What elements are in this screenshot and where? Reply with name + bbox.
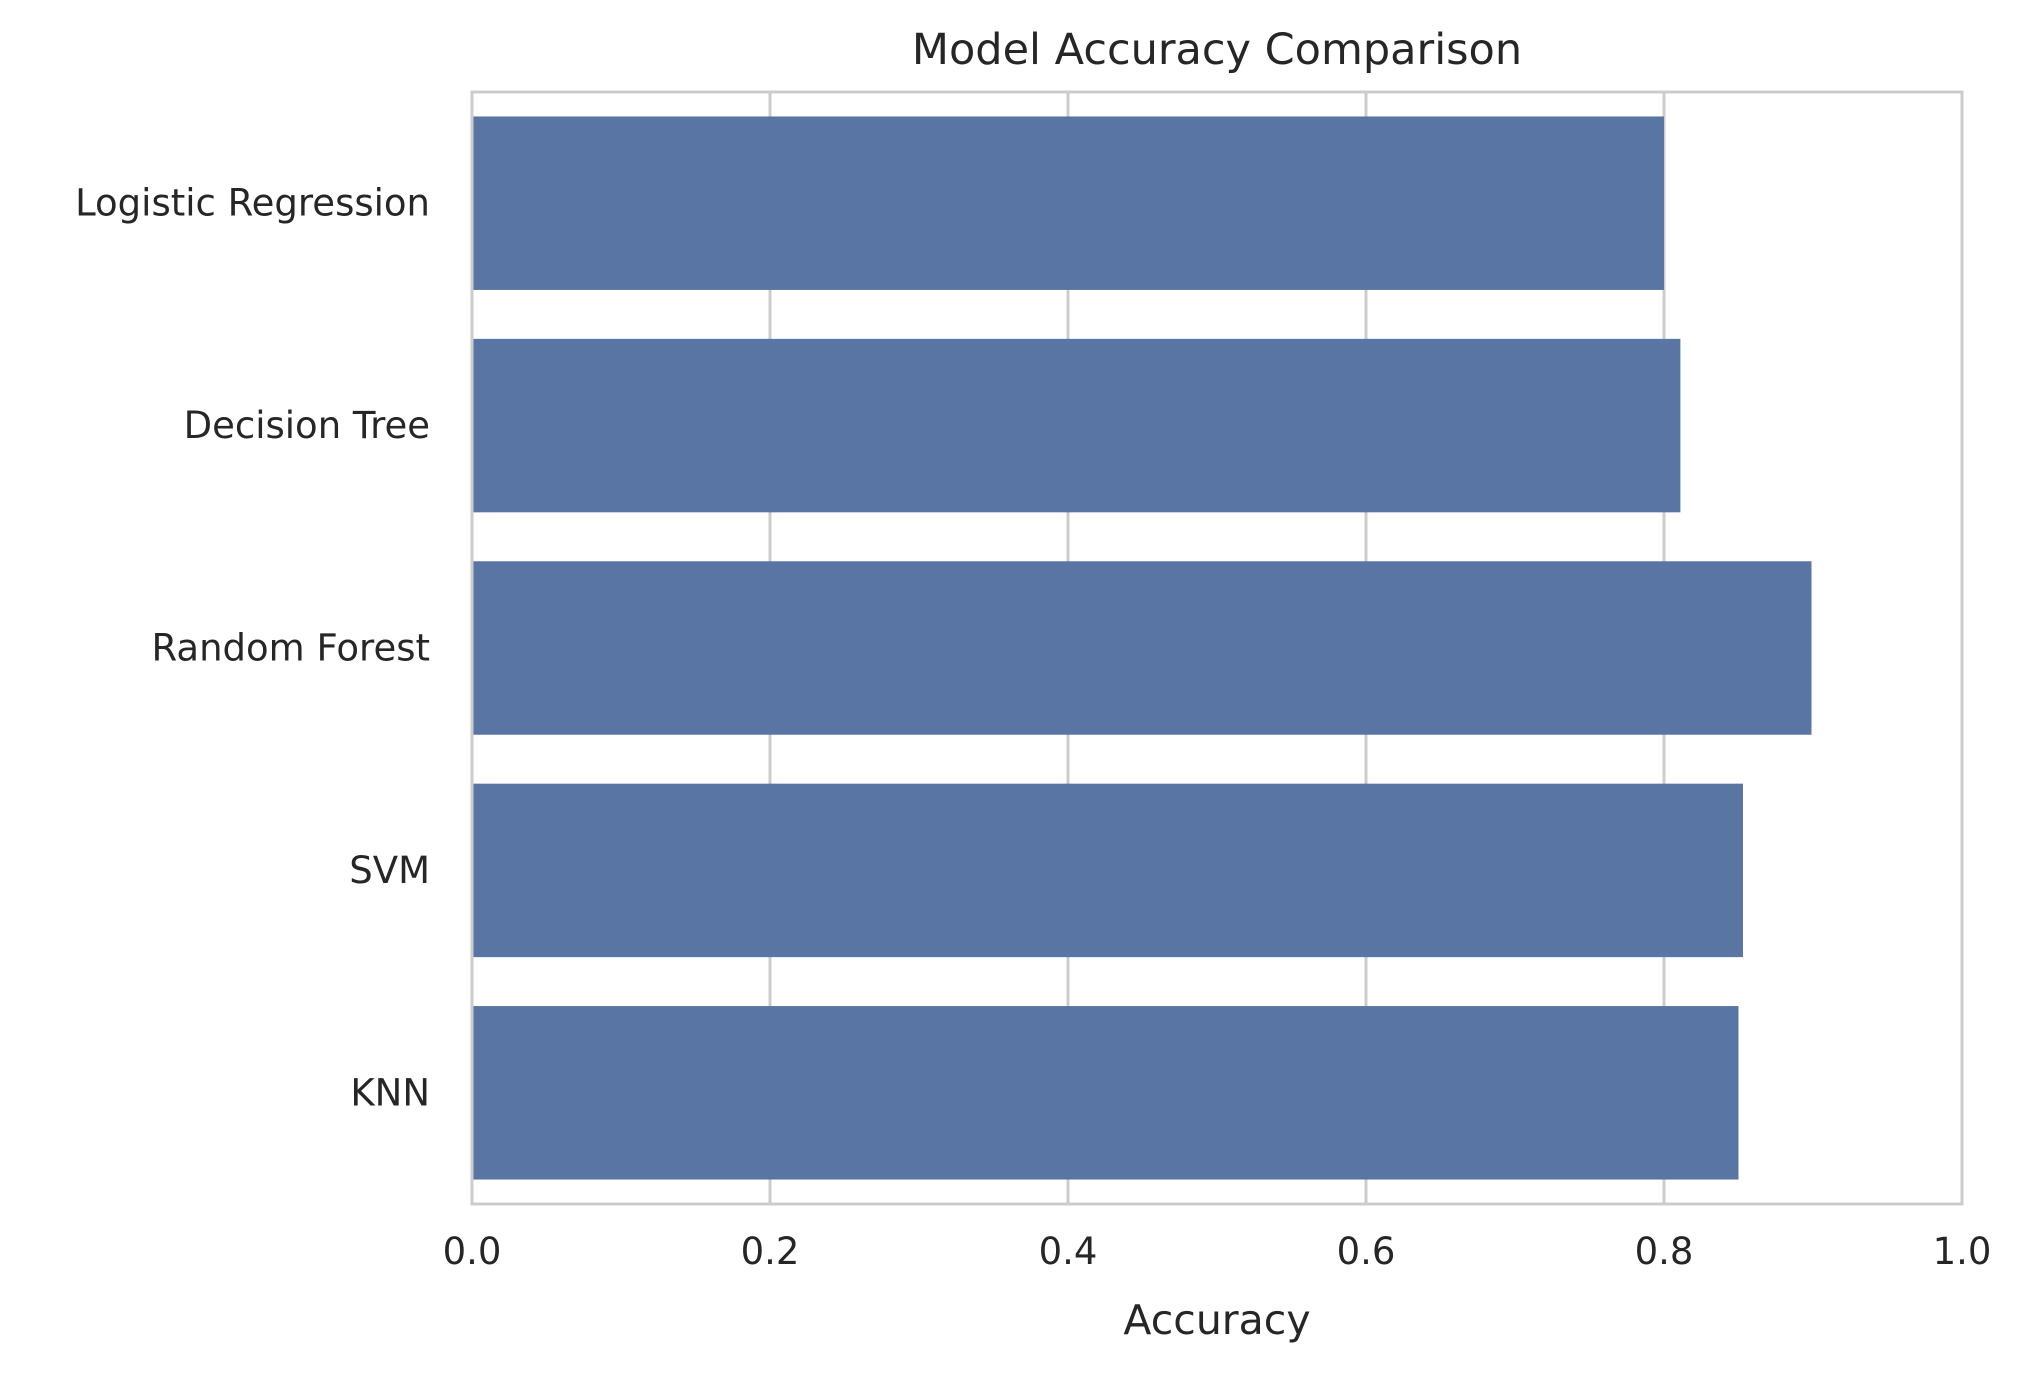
y-tick-label: Random Forest xyxy=(152,627,431,670)
x-tick-label: 1.0 xyxy=(1933,1230,1992,1273)
y-tick-labels: Logistic Regression Decision Tree Random F… xyxy=(75,182,430,1115)
y-tick-label: Decision Tree xyxy=(184,404,430,447)
y-tick-label: KNN xyxy=(350,1071,430,1114)
x-tick-label: 0.0 xyxy=(443,1230,502,1273)
y-tick-label: SVM xyxy=(349,849,430,892)
x-tick-label: 0.2 xyxy=(741,1230,800,1273)
bars xyxy=(472,116,1812,1180)
bar xyxy=(472,1006,1739,1180)
bar xyxy=(472,561,1812,735)
x-tick-labels: 0.0 0.2 0.4 0.6 0.8 1.0 xyxy=(443,1230,1992,1273)
bar xyxy=(472,783,1743,958)
y-tick-label: Logistic Regression xyxy=(75,182,430,225)
x-tick-label: 0.4 xyxy=(1039,1230,1098,1273)
bar xyxy=(472,338,1681,513)
bar xyxy=(472,116,1664,290)
chart-title: Model Accuracy Comparison xyxy=(912,25,1522,75)
x-axis-label: Accuracy xyxy=(1123,1296,1310,1344)
x-tick-label: 0.6 xyxy=(1337,1230,1396,1273)
plot-frame xyxy=(470,90,1964,1206)
x-tick-label: 0.8 xyxy=(1635,1230,1694,1273)
